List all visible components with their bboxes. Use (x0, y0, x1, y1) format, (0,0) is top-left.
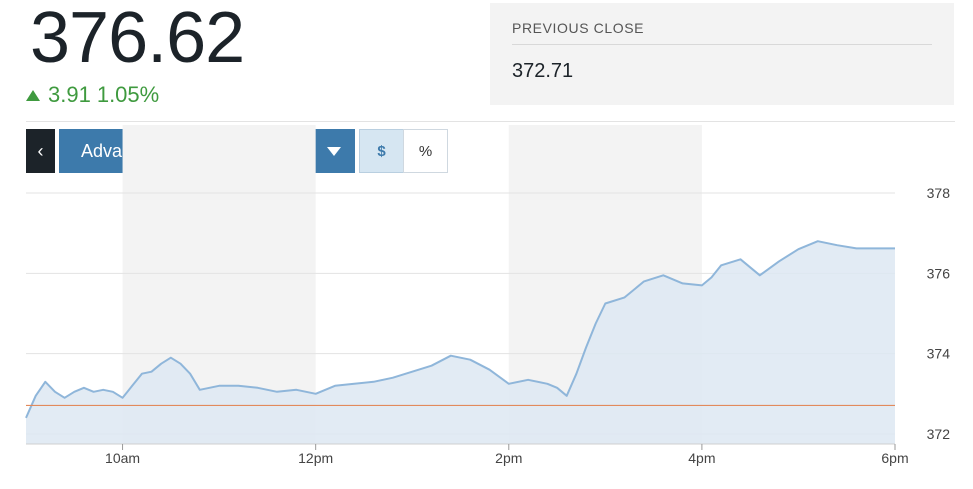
previous-close-label: PREVIOUS CLOSE (512, 20, 645, 36)
divider (26, 121, 955, 122)
y-tick-label: 378 (927, 185, 951, 201)
price-area (26, 241, 895, 444)
x-tick-label: 12pm (298, 450, 333, 466)
change-value: 3.91 (48, 82, 91, 107)
back-button[interactable]: ‹ (26, 129, 55, 173)
x-tick-label: 4pm (688, 450, 715, 466)
dollar-mode-button[interactable]: $ (359, 129, 404, 173)
x-tick-label: 2pm (495, 450, 522, 466)
divider (512, 44, 932, 45)
y-tick-label: 372 (927, 426, 951, 442)
change-percent: 1.05% (96, 82, 160, 107)
y-tick-label: 376 (927, 265, 951, 281)
previous-close-panel: PREVIOUS CLOSE 372.71 (490, 3, 954, 105)
chevron-left-icon: ‹ (37, 140, 44, 161)
x-tick-label: 10am (105, 450, 140, 466)
price-change: 3.91 1.05% (26, 82, 159, 108)
previous-close-value: 372.71 (512, 60, 574, 82)
percent-mode-button[interactable]: % (403, 129, 448, 173)
y-tick-label: 374 (927, 346, 951, 362)
last-price: 376.62 (30, 0, 245, 78)
price-line (25, 240, 895, 419)
triangle-up-icon (26, 89, 40, 101)
caret-down-icon (327, 146, 341, 156)
x-tick-label: 6pm (881, 450, 908, 466)
